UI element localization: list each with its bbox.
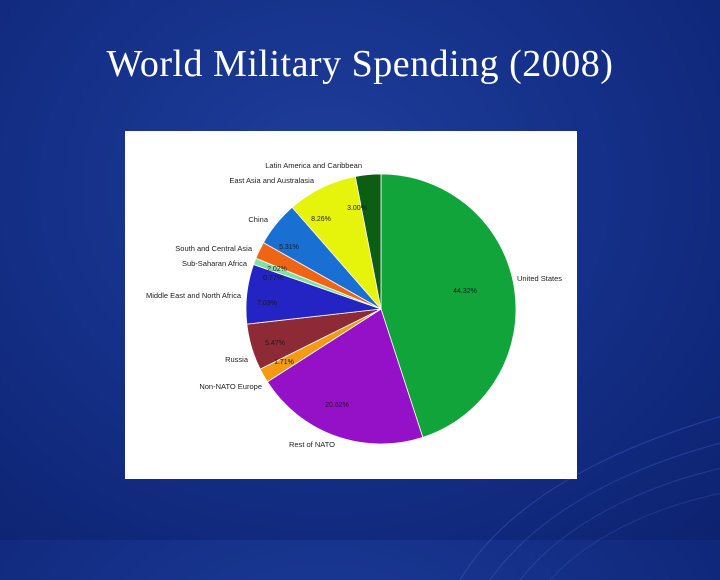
slice-value-united-states: 44.32% (453, 288, 477, 295)
slice-label-russia: Russia (225, 355, 249, 364)
slice-label-south-and-central-asia: South and Central Asia (175, 244, 253, 253)
pie-slice-rest-of-nato (266, 308, 424, 445)
slice-value-latin-america-and-caribbean: 3.00% (347, 205, 367, 212)
slice-label-east-asia-and-australasia: East Asia and Australasia (229, 176, 314, 185)
slice-label-sub-saharan-africa: Sub-Saharan Africa (182, 259, 248, 268)
slice-value-middle-east-and-north-africa: 7.03% (257, 300, 277, 307)
slice-label-rest-of-nato: Rest of NATO (289, 440, 335, 449)
slice-value-rest-of-nato: 20.62% (325, 402, 349, 409)
slide-title: World Military Spending (2008) (106, 43, 614, 85)
slice-value-south-and-central-asia: 2.02% (267, 266, 287, 273)
slice-value-russia: 5.47% (265, 340, 285, 347)
slice-label-latin-america-and-caribbean: Latin America and Caribbean (265, 161, 362, 170)
pie-chart: United States Rest of NATO Non-NATO Europe… (146, 161, 562, 449)
chart-panel: United States Rest of NATO Non-NATO Europe… (125, 131, 577, 479)
slice-value-china: 5.31% (279, 244, 299, 251)
slice-value-non-nato-europe: 1.71% (274, 359, 294, 366)
slice-label-middle-east-and-north-africa: Middle East and North Africa (146, 291, 242, 300)
slice-value-sub-saharan-africa: 0.77% (263, 275, 283, 282)
pie-slice-latin-america-and-caribbean (354, 173, 382, 310)
slice-label-non-nato-europe: Non-NATO Europe (199, 382, 262, 391)
slice-label-united-states: United States (517, 274, 562, 283)
pie-slice-united-states (380, 173, 517, 438)
slice-value-east-asia-and-australasia: 8.26% (311, 216, 331, 223)
slice-label-china: China (248, 215, 268, 224)
